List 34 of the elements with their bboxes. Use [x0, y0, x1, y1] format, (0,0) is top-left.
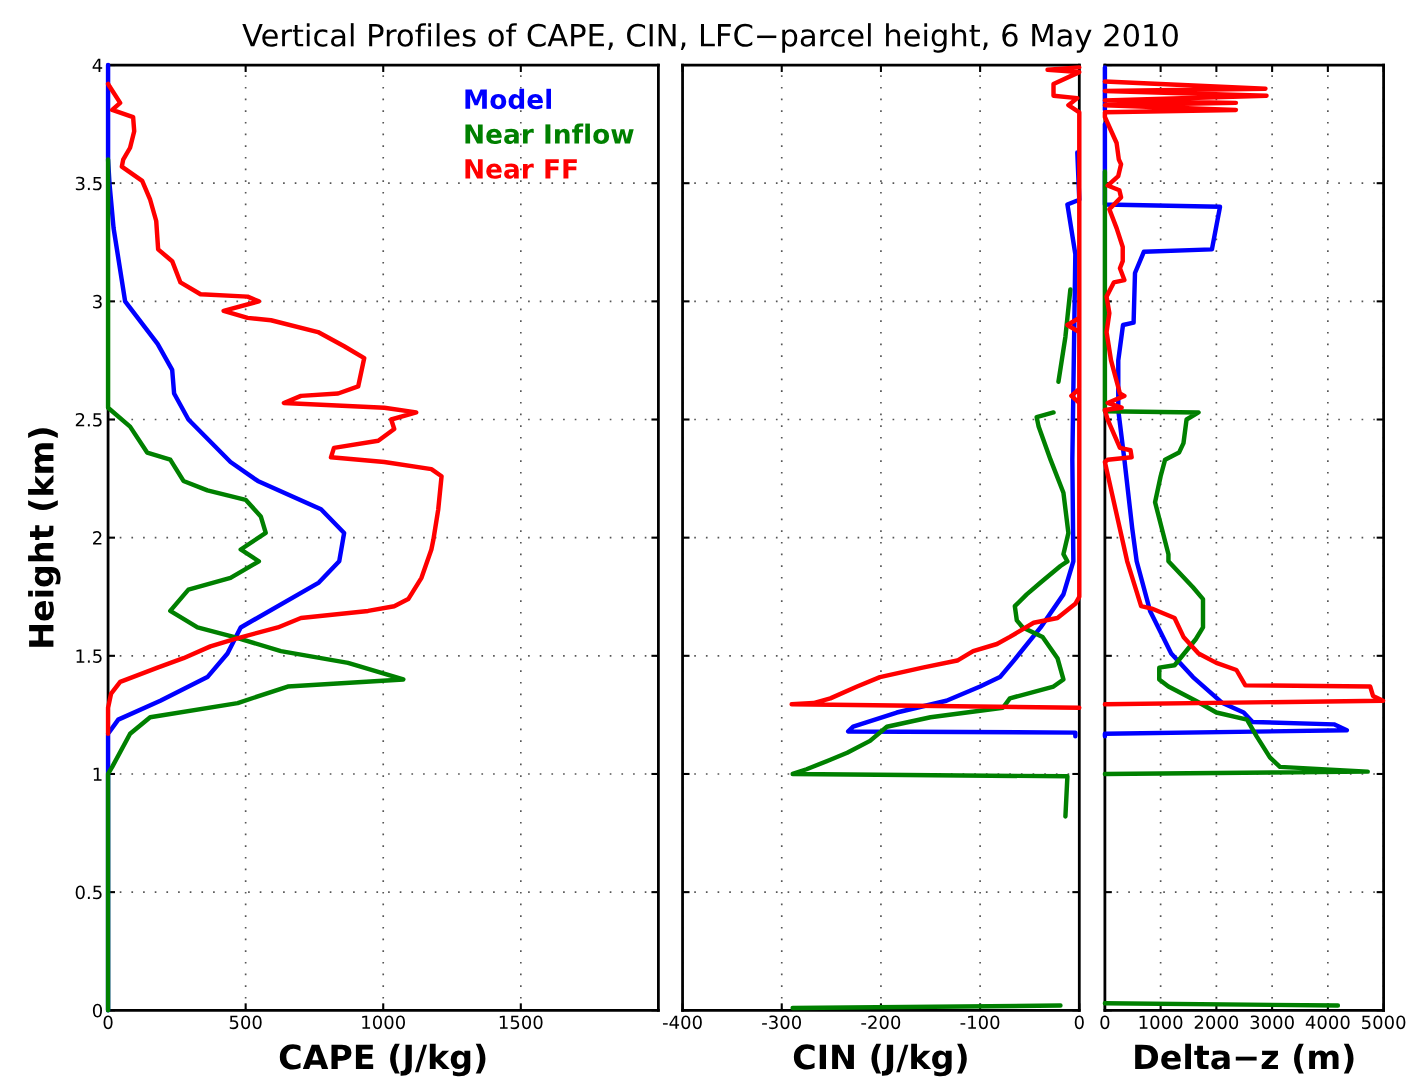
x-tick-label: -400: [662, 1015, 702, 1030]
y-tick-label: 3.5: [75, 176, 102, 191]
y-tick-label: 4: [92, 58, 103, 72]
y-tick-label: 3: [93, 294, 102, 309]
y-axis-title: Height (km): [28, 428, 61, 647]
x-tick-label: -300: [762, 1015, 802, 1030]
text: Near Inflow: [465, 123, 634, 144]
y-tick-label: 2: [93, 531, 102, 545]
x-tick-label: 0: [1074, 1015, 1084, 1030]
y-tick-label: 1: [93, 767, 102, 781]
y-tick-label: 1.5: [76, 649, 102, 663]
x-tick-label: 1000: [1139, 1015, 1183, 1030]
x-tick-label: 1000: [362, 1015, 405, 1030]
x-tick-label: 3000: [1250, 1015, 1294, 1030]
chart-title: Vertical Profiles of CAPE, CIN, LFC−parcel height, 6 May 2010: [242, 23, 1178, 53]
x-axis-title: CIN (J/kg): [793, 1043, 967, 1077]
x-tick-label: 1500: [499, 1015, 543, 1030]
x-tick-label: -200: [861, 1015, 901, 1030]
x-tick-label: 500: [229, 1015, 262, 1030]
line-series: [105, 81, 444, 737]
x-tick-label: 0: [1100, 1015, 1110, 1030]
x-axis-title: Delta−z (m): [1135, 1043, 1354, 1074]
text: Model: [465, 88, 552, 110]
x-tick-label: 4000: [1305, 1015, 1350, 1030]
line-series: [105, 157, 406, 1013]
x-axis-title: CAPE (J/kg): [279, 1043, 486, 1077]
x-tick-label: 2000: [1194, 1015, 1239, 1030]
x-tick-label: -100: [960, 1015, 1000, 1030]
y-tick-label: 0: [92, 1003, 103, 1018]
y-tick-label: 2.5: [75, 412, 102, 427]
y-tick-label: 0.5: [75, 885, 102, 900]
x-tick-label: 5000: [1362, 1015, 1406, 1030]
text: Near FF: [465, 159, 577, 179]
x-tick-label: 0: [103, 1015, 113, 1030]
